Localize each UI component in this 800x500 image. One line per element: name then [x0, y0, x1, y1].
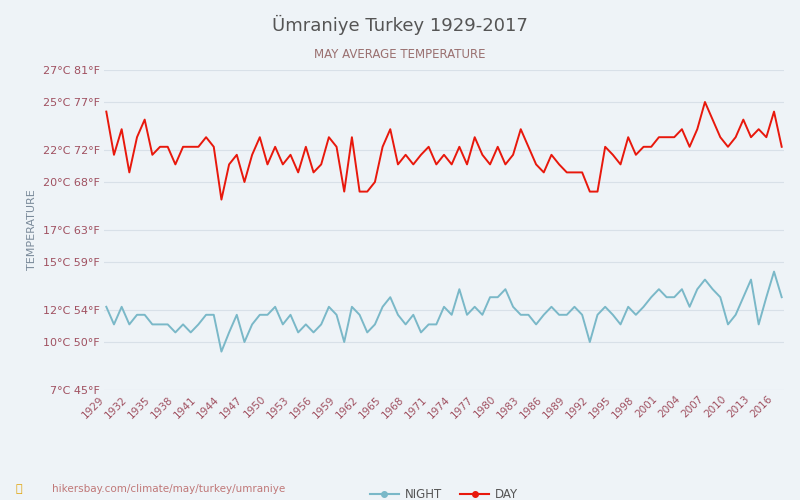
Text: 📍: 📍	[16, 484, 22, 494]
Text: hikersbay.com/climate/may/turkey/umraniye: hikersbay.com/climate/may/turkey/umraniy…	[52, 484, 286, 494]
Legend: NIGHT, DAY: NIGHT, DAY	[365, 484, 523, 500]
Y-axis label: TEMPERATURE: TEMPERATURE	[27, 190, 37, 270]
Text: Ümraniye Turkey 1929-2017: Ümraniye Turkey 1929-2017	[272, 15, 528, 35]
Text: MAY AVERAGE TEMPERATURE: MAY AVERAGE TEMPERATURE	[314, 48, 486, 60]
